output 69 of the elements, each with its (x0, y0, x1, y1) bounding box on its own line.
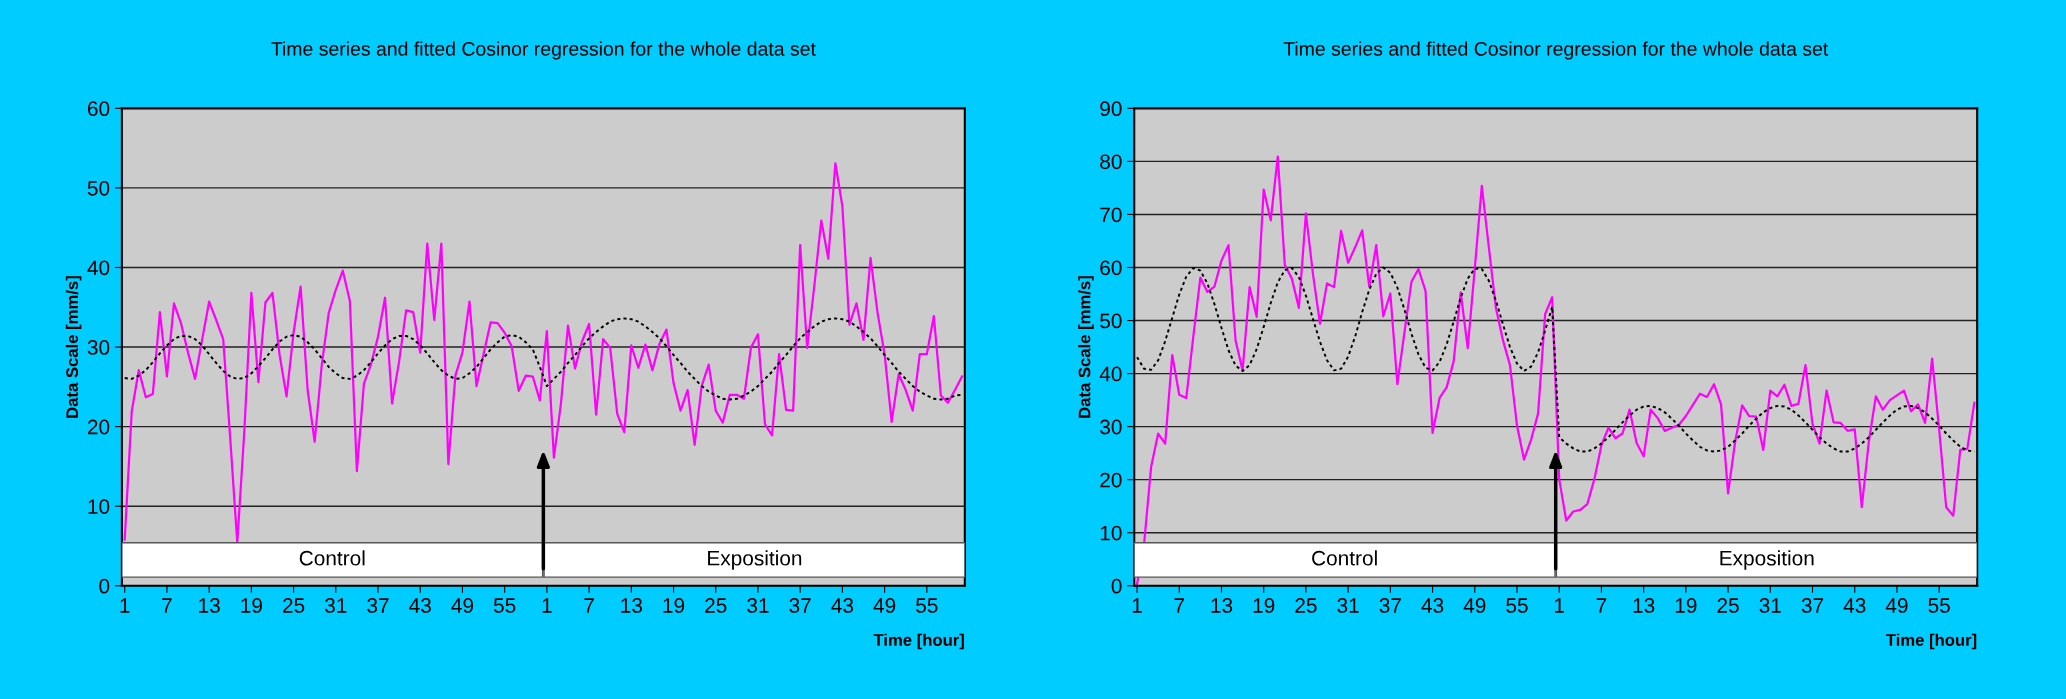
y-tick-label: 20 (1100, 472, 1122, 488)
annotation: Exposition (1720, 550, 1814, 570)
y-axis-title: Data Scale [mm/s] (65, 276, 82, 418)
x-tick-label: 1 (1555, 598, 1564, 613)
x-tick-label: 37 (1801, 598, 1824, 613)
y-tick-label: 20 (87, 419, 110, 435)
x-tick-label: 49 (1463, 598, 1486, 613)
x-tick-label: 1 (120, 598, 130, 613)
x-tick-label: 31 (747, 598, 769, 613)
x-tick-label: 19 (663, 598, 685, 613)
x-tick-label: 49 (1885, 598, 1908, 613)
y-tick-label: 30 (87, 340, 110, 355)
x-tick-label: 49 (451, 598, 474, 613)
x-tick-label: 55 (1506, 598, 1528, 613)
x-tick-label: 19 (241, 598, 262, 613)
y-tick-label: 30 (1100, 419, 1122, 435)
x-tick-label: 13 (1211, 598, 1233, 613)
x-tick-label: 37 (789, 598, 811, 613)
chart-title: Time series and fitted Cosinor regression for the whole data set (271, 41, 816, 60)
line-series (123, 317, 963, 401)
x-tick-label: 43 (1843, 598, 1866, 613)
x-tick-label: 25 (283, 598, 305, 613)
x-tick-label: 1 (542, 598, 552, 613)
x-tick-label: 25 (705, 598, 727, 613)
x-axis-title: Time [hour] (873, 633, 964, 650)
x-tick-label: 1 (1132, 598, 1142, 613)
y-tick-label: 60 (87, 101, 110, 117)
chart-title: Time series and fitted Cosinor regression for the whole data set (1283, 41, 1829, 60)
annotation: Exposition (708, 550, 802, 570)
y-tick-label: 90 (1100, 101, 1122, 117)
y-tick-label: 60 (1100, 260, 1122, 276)
annotation: Control (1312, 550, 1377, 566)
y-tick-label: 40 (1099, 366, 1122, 382)
x-tick-label: 19 (1675, 598, 1697, 613)
x-tick-label: 25 (1295, 598, 1317, 613)
x-tick-label: 7 (1174, 598, 1185, 613)
x-tick-label: 19 (1253, 598, 1275, 613)
y-tick-label: 10 (1100, 525, 1122, 541)
x-tick-label: 55 (1928, 598, 1950, 613)
x-tick-label: 55 (916, 598, 938, 613)
y-tick-label: 0 (1111, 578, 1122, 594)
x-tick-label: 43 (1421, 598, 1444, 613)
x-tick-label: 31 (325, 598, 347, 613)
x-tick-label: 37 (1379, 598, 1401, 613)
x-tick-label: 43 (831, 598, 854, 613)
x-tick-label: 31 (1337, 598, 1359, 613)
x-tick-label: 49 (873, 598, 896, 613)
y-tick-label: 50 (87, 180, 110, 196)
line-series (123, 162, 964, 544)
y-tick-label: 80 (1100, 154, 1122, 170)
y-axis-title: Data Scale [mm/s] (1078, 276, 1094, 418)
x-tick-label: 13 (621, 598, 642, 613)
x-tick-label: 7 (1596, 598, 1607, 613)
x-tick-label: 7 (162, 598, 172, 613)
x-tick-label: 31 (1759, 598, 1781, 613)
y-tick-label: 0 (99, 578, 110, 594)
y-tick-label: 70 (1100, 207, 1122, 223)
x-tick-label: 55 (493, 598, 516, 613)
x-axis-title: Time [hour] (1885, 633, 1977, 650)
annotation: Control (299, 550, 365, 566)
y-tick-label: 50 (1100, 313, 1122, 329)
x-tick-label: 7 (584, 598, 594, 613)
x-tick-label: 13 (1633, 598, 1655, 613)
x-tick-label: 25 (1717, 598, 1739, 613)
x-tick-label: 43 (409, 598, 431, 613)
y-tick-label: 40 (87, 260, 110, 276)
x-tick-label: 37 (367, 598, 389, 613)
y-tick-label: 10 (88, 499, 110, 514)
x-tick-label: 13 (199, 598, 220, 613)
